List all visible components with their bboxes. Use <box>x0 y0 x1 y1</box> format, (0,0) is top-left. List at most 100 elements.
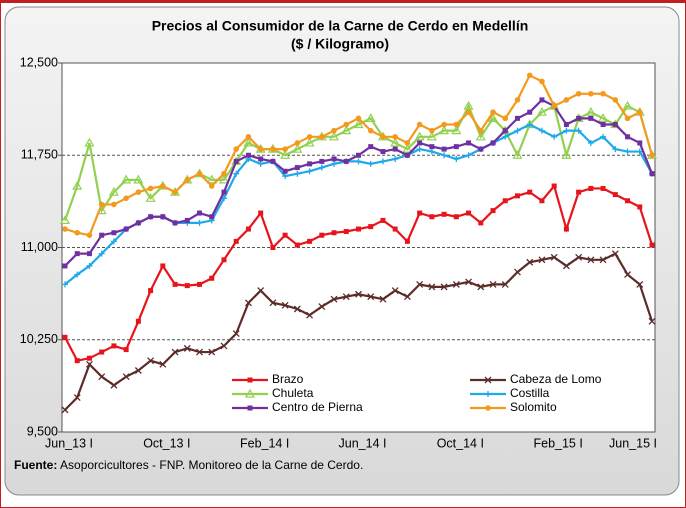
marker <box>463 100 474 110</box>
marker <box>514 115 520 121</box>
marker <box>257 287 265 295</box>
x-tick-label: Feb_14 I <box>240 436 289 450</box>
marker <box>319 158 325 164</box>
marker <box>319 232 325 238</box>
marker <box>649 242 655 248</box>
marker <box>402 143 413 153</box>
marker <box>414 131 425 141</box>
marker <box>575 90 582 97</box>
marker <box>98 201 105 208</box>
x-tick-label: Jun_13 I <box>45 436 93 450</box>
marker <box>563 122 569 127</box>
marker <box>429 214 435 220</box>
marker <box>539 198 545 204</box>
legend-label: Chuleta <box>272 386 314 400</box>
marker <box>329 131 340 141</box>
marker <box>74 271 81 278</box>
marker <box>85 360 93 368</box>
marker <box>637 204 643 210</box>
x-tick-label: Oct_13 I <box>143 436 190 450</box>
marker <box>72 180 83 190</box>
marker <box>612 146 619 153</box>
marker <box>453 214 459 220</box>
marker <box>98 373 106 381</box>
marker <box>232 330 240 338</box>
marker <box>575 253 583 261</box>
marker <box>429 127 435 134</box>
marker <box>135 189 142 195</box>
marker <box>538 256 546 264</box>
marker <box>514 127 521 134</box>
marker <box>563 97 570 103</box>
marker <box>172 189 178 195</box>
marker <box>439 125 450 135</box>
marker <box>392 155 399 162</box>
marker <box>196 348 203 356</box>
marker <box>282 146 288 152</box>
marker <box>526 72 533 79</box>
marker <box>307 238 313 244</box>
marker <box>331 127 337 134</box>
marker <box>356 152 361 158</box>
marker <box>539 78 545 85</box>
marker <box>145 193 156 202</box>
marker <box>62 263 68 269</box>
marker <box>502 133 509 140</box>
marker <box>306 134 313 140</box>
marker <box>257 160 264 167</box>
marker <box>392 134 398 140</box>
marker <box>465 109 472 115</box>
marker <box>368 224 374 230</box>
marker <box>258 156 264 162</box>
marker <box>343 229 349 235</box>
marker <box>208 348 216 356</box>
marker <box>539 97 545 103</box>
marker <box>648 317 656 325</box>
marker <box>159 360 167 368</box>
marker <box>453 144 459 150</box>
marker <box>475 131 486 141</box>
marker <box>600 133 607 140</box>
marker <box>379 295 387 303</box>
marker <box>86 262 93 269</box>
marker <box>245 226 251 232</box>
marker <box>600 90 606 97</box>
marker <box>576 115 582 121</box>
marker <box>417 210 423 216</box>
marker <box>184 177 191 183</box>
marker <box>452 280 460 288</box>
marker <box>576 189 582 195</box>
marker <box>280 150 291 159</box>
marker <box>538 127 545 134</box>
marker <box>111 201 117 208</box>
marker <box>526 258 534 266</box>
marker <box>330 295 338 303</box>
marker <box>341 125 352 135</box>
y-tick-label: 12,500 <box>20 55 58 69</box>
marker <box>367 293 375 301</box>
marker <box>562 262 570 270</box>
marker <box>221 170 227 177</box>
marker <box>318 164 325 171</box>
marker <box>233 170 240 177</box>
marker <box>294 170 301 177</box>
marker <box>134 367 142 374</box>
marker <box>563 127 570 134</box>
marker <box>453 155 460 162</box>
legend-marker <box>484 376 492 384</box>
legend-label: Brazo <box>272 372 304 386</box>
marker <box>244 299 252 307</box>
marker <box>649 152 655 159</box>
x-tick-label: Jun_15 I <box>609 436 657 450</box>
marker <box>441 211 447 217</box>
marker <box>294 165 300 171</box>
marker <box>356 226 361 232</box>
marker <box>331 160 338 167</box>
marker <box>343 158 349 164</box>
marker <box>59 215 71 225</box>
marker <box>563 226 569 232</box>
marker <box>624 148 631 155</box>
marker <box>622 100 633 110</box>
marker <box>514 268 521 276</box>
marker <box>270 245 276 250</box>
